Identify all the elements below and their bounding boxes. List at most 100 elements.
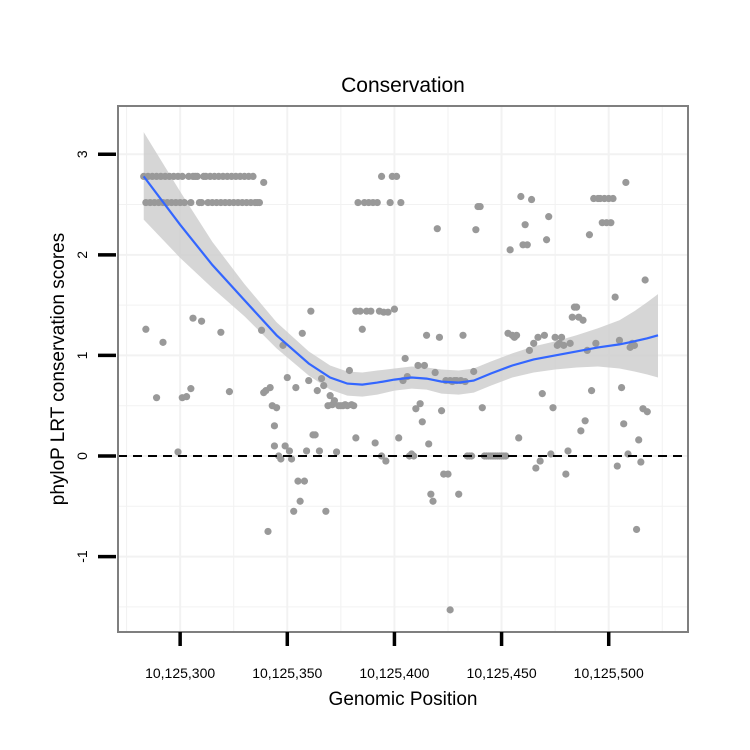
data-point [641, 276, 649, 284]
data-point [193, 172, 201, 181]
data-point [290, 507, 298, 515]
data-point [401, 354, 409, 363]
x-axis-label: Genomic Position [329, 689, 478, 710]
data-point [566, 339, 574, 347]
data-point [422, 331, 431, 339]
data-point [545, 213, 553, 221]
data-point [382, 457, 390, 465]
data-point [542, 236, 551, 244]
data-point [420, 361, 429, 370]
data-point [356, 307, 364, 315]
data-point [579, 316, 587, 324]
data-point [390, 305, 399, 313]
data-point [142, 325, 150, 333]
data-point [534, 333, 542, 341]
data-point [525, 346, 534, 354]
data-point [613, 462, 621, 470]
data-point [433, 225, 441, 233]
data-point [637, 458, 645, 466]
data-point [622, 178, 630, 187]
data-point [446, 606, 454, 614]
data-point [540, 331, 549, 339]
data-point [530, 339, 538, 347]
data-point [174, 448, 182, 456]
data-point [437, 407, 446, 415]
data-point [330, 397, 339, 405]
data-point [515, 434, 523, 442]
data-point [270, 422, 279, 430]
y-axis: -1 0 1 2 3 [74, 150, 116, 563]
data-point [607, 219, 615, 227]
data-point [412, 405, 420, 413]
data-point [152, 394, 161, 402]
data-point [455, 490, 463, 498]
data-point [521, 221, 529, 229]
data-point [292, 384, 300, 392]
data-point [551, 333, 559, 341]
data-point [159, 338, 167, 346]
data-point [523, 241, 531, 249]
data-point [332, 448, 341, 456]
data-point [557, 333, 566, 341]
data-point [315, 447, 324, 455]
data-point [270, 442, 279, 450]
data-point [587, 387, 596, 395]
data-point [459, 331, 467, 339]
x-axis: 10,125,300 10,125,350 10,125,400 10,125,450… [145, 632, 644, 681]
data-point [302, 447, 311, 455]
data-point [632, 525, 641, 534]
data-point [397, 198, 405, 207]
data-point [300, 477, 309, 485]
data-point [560, 341, 568, 349]
y-tick-label: 0 [74, 452, 90, 460]
data-point [410, 452, 418, 460]
data-point [249, 172, 257, 181]
y-tick-label: -1 [74, 550, 90, 563]
data-point [609, 194, 617, 203]
data-point [178, 172, 186, 181]
data-point [217, 328, 225, 336]
data-point [189, 314, 197, 322]
data-point [294, 477, 302, 485]
data-point [536, 457, 544, 465]
data-point [549, 404, 557, 412]
data-point [630, 341, 639, 349]
y-tick-label: 1 [74, 351, 90, 359]
data-point [386, 198, 394, 207]
data-point [547, 450, 555, 458]
data-point [581, 417, 589, 425]
data-point [392, 172, 401, 181]
data-point [585, 231, 594, 239]
data-point [418, 418, 426, 426]
data-point [617, 384, 626, 392]
data-point [320, 381, 328, 390]
y-tick-label: 3 [74, 150, 90, 158]
data-point [478, 404, 486, 412]
data-point [311, 431, 319, 439]
data-point [577, 427, 585, 435]
data-point [277, 455, 285, 463]
data-point [373, 198, 381, 207]
data-point [305, 376, 313, 385]
chart-title: Conservation [341, 74, 465, 97]
x-tick-label: 10,125,350 [252, 665, 322, 681]
data-point [285, 447, 294, 455]
data-point [444, 470, 452, 478]
data-point [562, 470, 570, 478]
data-point [564, 447, 572, 455]
x-tick-label: 10,125,500 [574, 665, 644, 681]
data-point [260, 178, 268, 187]
data-point [643, 408, 651, 416]
data-point [272, 404, 281, 412]
data-point [322, 507, 330, 515]
data-point [572, 303, 581, 311]
data-point [512, 331, 521, 339]
data-point [517, 192, 525, 201]
data-point [470, 367, 478, 376]
data-point [345, 366, 354, 375]
data-point [352, 434, 360, 442]
x-tick-label: 10,125,300 [145, 665, 215, 681]
data-point [476, 202, 484, 211]
data-point [257, 326, 266, 334]
data-point [298, 329, 306, 337]
